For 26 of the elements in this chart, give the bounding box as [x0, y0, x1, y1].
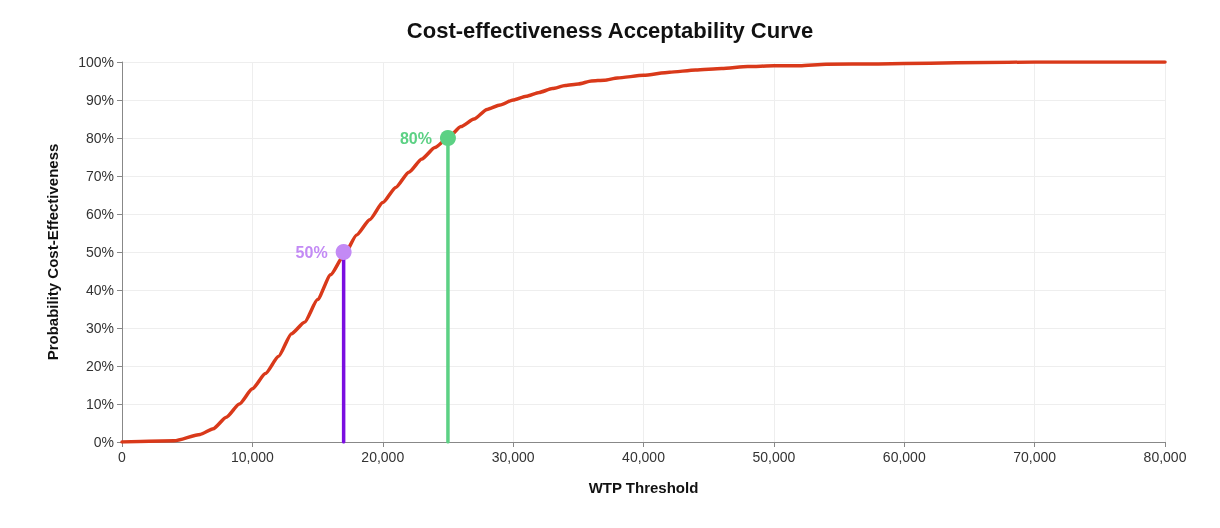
x-tick-label: 80,000 — [1143, 449, 1187, 465]
y-tick-label: 100% — [78, 54, 114, 70]
line-series — [120, 60, 1167, 444]
x-tick-label: 60,000 — [882, 449, 926, 465]
y-tick-label: 20% — [85, 358, 114, 374]
x-tick-label: 70,000 — [1013, 449, 1057, 465]
x-tick-label: 30,000 — [491, 449, 535, 465]
x-tick-label: 0 — [118, 449, 127, 465]
x-tick-label: 40,000 — [622, 449, 666, 465]
y-tick-label: 70% — [85, 168, 114, 184]
y-tick-label: 90% — [85, 92, 114, 108]
x-tick-label: 20,000 — [361, 449, 405, 465]
y-tick-label: 10% — [85, 396, 114, 412]
y-axis-title: Probability Cost-Effectiveness — [44, 143, 61, 361]
data-label: 80% — [399, 129, 432, 147]
y-tick-label: 30% — [85, 320, 114, 336]
x-tick-label: 10,000 — [230, 449, 274, 465]
y-tick-label: 80% — [85, 130, 114, 146]
chart-title: Cost-effectiveness Acceptability Curve — [406, 17, 814, 43]
y-tick-label: 40% — [85, 282, 114, 298]
x-axis-title: WTP Threshold — [588, 479, 699, 496]
data-label: 50% — [295, 243, 328, 261]
y-tick-label: 60% — [85, 206, 114, 222]
y-tick-label: 50% — [85, 244, 114, 260]
x-tick-label: 50,000 — [752, 449, 796, 465]
y-tick-label: 0% — [93, 434, 114, 450]
